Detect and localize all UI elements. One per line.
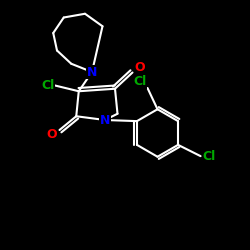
- Text: Cl: Cl: [41, 79, 54, 92]
- Text: N: N: [87, 66, 97, 78]
- Text: Cl: Cl: [203, 150, 216, 162]
- Text: O: O: [47, 128, 57, 141]
- Text: O: O: [135, 61, 145, 74]
- Text: N: N: [100, 114, 110, 126]
- Text: Cl: Cl: [133, 75, 146, 88]
